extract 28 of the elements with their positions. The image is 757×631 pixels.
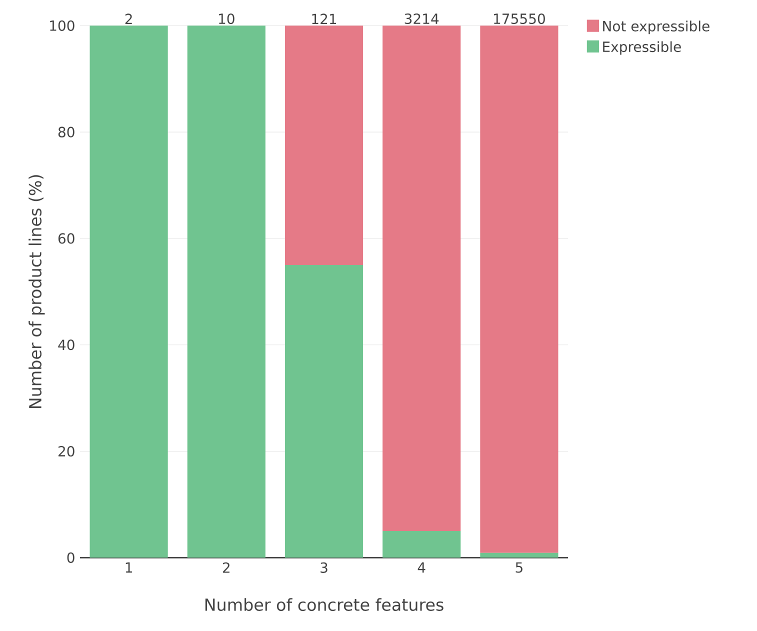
bar: [382, 26, 461, 532]
y-tick-label: 40: [58, 340, 74, 350]
bar: [480, 26, 558, 553]
legend-label: Expressible: [603, 41, 681, 55]
annotation: 121: [312, 14, 336, 24]
bar: [90, 26, 168, 558]
annotation: 175550: [494, 13, 545, 24]
x-tick-label: 3: [320, 562, 328, 573]
annotation: 3214: [404, 13, 439, 24]
y-tick-label: 80: [58, 126, 74, 138]
x-tick-label: 4: [418, 562, 426, 573]
bar: [382, 531, 461, 558]
bar: [480, 552, 558, 558]
legend-label: Not expressible: [603, 20, 710, 34]
x-tick-label: 1: [126, 562, 132, 573]
y-axis-title: Number of product lines (%): [28, 175, 45, 408]
y-tick-label: 20: [58, 446, 74, 457]
y-tick-label: 60: [58, 233, 74, 244]
annotation: 2: [125, 14, 132, 24]
x-tick-label: 2: [222, 562, 230, 573]
x-axis-title: Number of concrete features: [205, 598, 444, 611]
bar: [284, 265, 364, 558]
y-tick-label: 0: [67, 552, 74, 563]
x-tick-label: 5: [516, 562, 522, 573]
bar: [187, 26, 266, 558]
y-tick-label: 100: [50, 20, 74, 31]
annotation: 10: [219, 13, 234, 24]
bar: [284, 26, 364, 266]
